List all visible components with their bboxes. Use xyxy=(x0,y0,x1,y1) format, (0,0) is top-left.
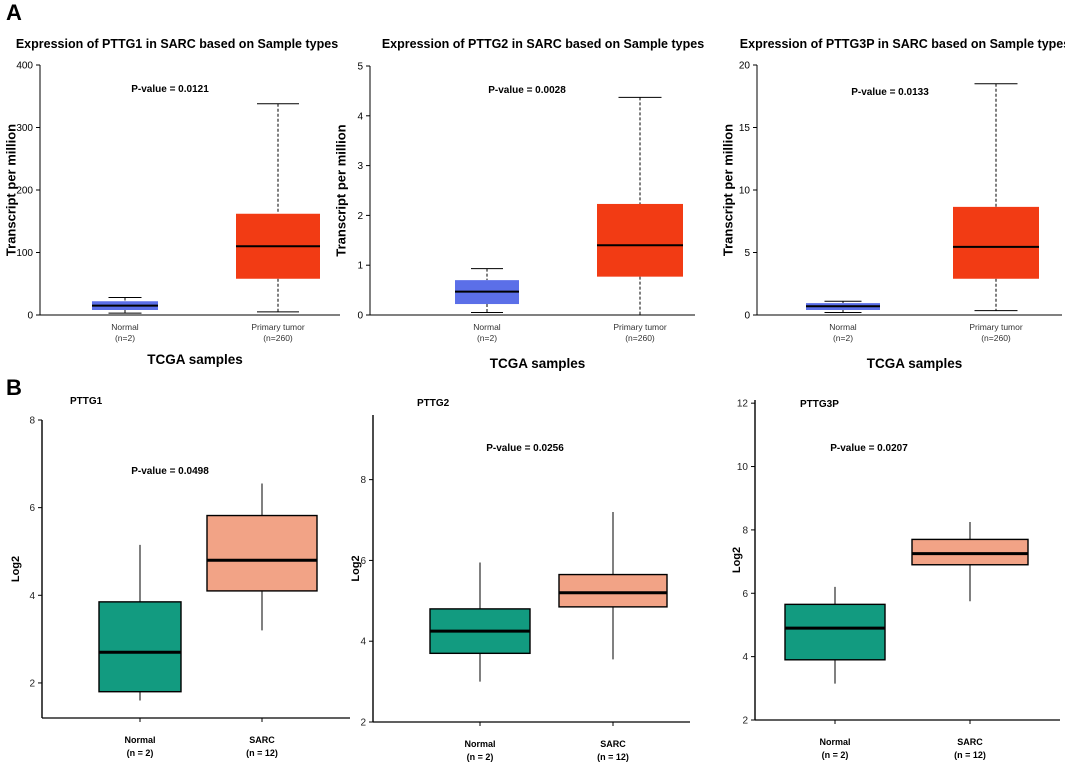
box-tumor xyxy=(597,203,683,277)
y-tick-label: 10 xyxy=(737,462,749,473)
y-tick-label: 4 xyxy=(29,591,35,602)
y-tick-label: 0 xyxy=(357,311,363,322)
category-label-normal: Normal xyxy=(464,739,495,749)
y-tick-label: 3 xyxy=(357,161,363,172)
category-label-normal: Normal xyxy=(829,322,857,332)
y-tick-label: 8 xyxy=(742,525,748,536)
category-label-normal: Normal xyxy=(819,737,850,747)
category-count-normal: (n=2) xyxy=(115,333,135,343)
category-label-sarc: SARC xyxy=(600,739,626,749)
chart-title: PTTG3P xyxy=(800,399,839,410)
category-count-normal: (n = 2) xyxy=(822,750,849,760)
box-tumor xyxy=(953,206,1039,279)
y-tick-label: 2 xyxy=(357,211,363,222)
category-count-normal: (n = 2) xyxy=(127,748,154,758)
category-count-sarc: (n = 12) xyxy=(597,752,629,762)
y-tick-label: 100 xyxy=(16,248,33,259)
category-label-tumor: Primary tumor xyxy=(969,322,1023,332)
p-value-label: P-value = 0.0028 xyxy=(488,85,566,96)
p-value-label: P-value = 0.0121 xyxy=(131,84,209,95)
y-tick-label: 200 xyxy=(16,186,33,197)
y-tick-label: 4 xyxy=(360,637,366,648)
category-count-normal: (n=2) xyxy=(477,333,497,343)
category-label-normal: Normal xyxy=(124,735,155,745)
y-tick-label: 1 xyxy=(357,261,363,272)
y-tick-label: 0 xyxy=(744,311,750,322)
box-normal xyxy=(98,601,182,693)
category-label-tumor: Primary tumor xyxy=(251,322,305,332)
y-axis-label: Transcript per million xyxy=(3,124,18,256)
category-label-tumor: Primary tumor xyxy=(613,322,667,332)
panel-letter-a: A xyxy=(6,0,22,25)
y-axis-label: Transcript per million xyxy=(720,124,735,256)
y-tick-label: 300 xyxy=(16,123,33,134)
category-label-normal: Normal xyxy=(111,322,139,332)
y-tick-label: 5 xyxy=(357,62,363,73)
category-count-normal: (n=2) xyxy=(833,333,853,343)
category-label-normal: Normal xyxy=(473,322,501,332)
box-sarc xyxy=(558,573,668,608)
y-axis-label: Log2 xyxy=(350,555,362,581)
chart-title: Expression of PTTG2 in SARC based on Sam… xyxy=(382,37,704,51)
category-count-sarc: (n = 12) xyxy=(954,750,986,760)
y-tick-label: 6 xyxy=(742,589,748,600)
x-axis-title: TCGA samples xyxy=(867,356,963,371)
chart-title: PTTG1 xyxy=(70,396,103,407)
p-value-label: P-value = 0.0133 xyxy=(851,87,929,98)
y-tick-label: 8 xyxy=(29,416,35,427)
y-axis-label: Log2 xyxy=(731,547,743,573)
y-tick-label: 2 xyxy=(360,718,366,729)
p-value-label: P-value = 0.0207 xyxy=(830,443,908,454)
y-tick-label: 15 xyxy=(739,123,751,134)
category-count-tumor: (n=260) xyxy=(625,333,655,343)
p-value-label: P-value = 0.0256 xyxy=(486,443,564,454)
category-count-sarc: (n = 12) xyxy=(246,748,278,758)
category-count-tumor: (n=260) xyxy=(263,333,293,343)
y-axis-label: Transcript per million xyxy=(333,124,348,256)
y-tick-label: 10 xyxy=(739,186,751,197)
category-label-sarc: SARC xyxy=(249,735,275,745)
y-tick-label: 20 xyxy=(739,61,751,72)
y-tick-label: 2 xyxy=(742,716,748,727)
y-axis-label: Log2 xyxy=(10,556,22,582)
y-tick-label: 4 xyxy=(357,111,363,122)
chart-title: Expression of PTTG1 in SARC based on Sam… xyxy=(16,37,338,51)
y-tick-label: 5 xyxy=(744,248,750,259)
y-tick-label: 0 xyxy=(27,311,33,322)
y-tick-label: 6 xyxy=(29,503,35,514)
box-normal xyxy=(784,603,886,661)
y-tick-label: 400 xyxy=(16,61,33,72)
category-count-tumor: (n=260) xyxy=(981,333,1011,343)
y-tick-label: 8 xyxy=(360,475,366,486)
category-count-normal: (n = 2) xyxy=(467,752,494,762)
box-sarc xyxy=(206,514,318,592)
y-tick-label: 4 xyxy=(742,652,748,663)
panel-letter-b: B xyxy=(6,375,22,400)
y-tick-label: 2 xyxy=(29,678,35,689)
box-sarc xyxy=(911,538,1029,566)
y-tick-label: 6 xyxy=(360,556,366,567)
category-label-sarc: SARC xyxy=(957,737,983,747)
x-axis-title: TCGA samples xyxy=(147,352,243,367)
chart-title: Expression of PTTG3P in SARC based on Sa… xyxy=(740,37,1065,51)
x-axis-title: TCGA samples xyxy=(490,356,586,371)
p-value-label: P-value = 0.0498 xyxy=(131,466,209,477)
chart-title: PTTG2 xyxy=(417,398,450,409)
y-tick-label: 12 xyxy=(737,399,749,410)
